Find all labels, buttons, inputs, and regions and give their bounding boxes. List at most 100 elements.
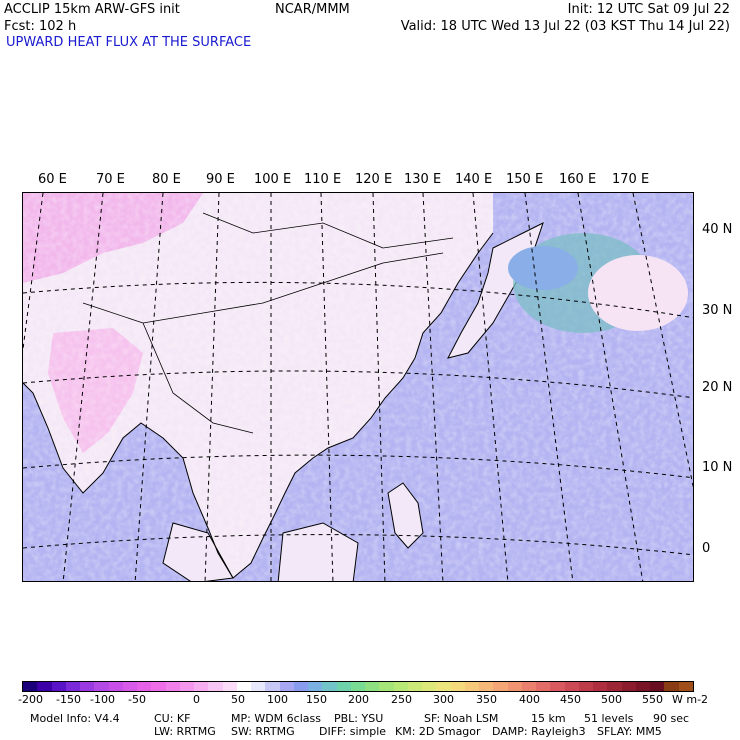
colorbar-tick: -150 [56,693,81,706]
colorbar-cell [450,682,465,691]
model-info-pbl: PBL: YSU [334,712,384,725]
colorbar-cell [122,682,137,691]
colorbar-cell [80,682,95,691]
model-info-levels: 51 levels [584,712,634,725]
colorbar-cell [621,682,636,691]
border-line [142,322,254,434]
colorbar-cell [422,682,437,691]
colorbar-cell [165,682,180,691]
colorbar-cell [194,682,209,691]
colorbar-cell [678,682,693,691]
longitude-line [134,193,164,581]
lon-label: 130 E [404,172,442,187]
colorbar-cell [536,682,551,691]
longitude-line [23,193,44,353]
longitude-line [372,193,386,581]
longitude-line [632,193,693,488]
colorbar-cell [137,682,152,691]
lon-label: 60 E [38,172,67,187]
lat-label: 40 N [702,222,733,237]
colorbar-cell [65,682,80,691]
colorbar-tick: 100 [267,693,288,706]
longitude-line [62,193,104,581]
field-title: UPWARD HEAT FLUX AT THE SURFACE [6,35,252,50]
model-info-sw: SW: RRTMG [231,725,295,738]
lon-label: 120 E [355,172,393,187]
lon-label: 100 E [254,172,292,187]
colorbar-cell [350,682,365,691]
longitude-line [524,193,574,581]
colorbar-cell [37,682,52,691]
colorbar-tick: -100 [90,693,115,706]
model-info-version: Model Info: V4.4 [30,712,120,725]
colorbar-units: W m-2 [672,693,709,706]
colorbar-cell [322,682,337,691]
colorbar-cell [108,682,123,691]
colorbar-tick: 200 [348,693,369,706]
model-info-lw: LW: RRTMG [154,725,216,738]
border-line [202,212,454,249]
lon-label: 80 E [152,172,181,187]
colorbar-cell [265,682,280,691]
model-info-mp: MP: WDM 6class [231,712,321,725]
latitude-line [23,370,693,399]
colorbar-cell [365,682,380,691]
colorbar-cell [436,682,451,691]
colorbar-cell [564,682,579,691]
colorbar-cell [578,682,593,691]
valid-time: Valid: 18 UTC Wed 13 Jul 22 (03 KST Thu … [400,19,730,34]
colorbar-cell [236,682,251,691]
longitude-line [472,193,509,581]
lon-label: 160 E [559,172,597,187]
land-philippines [387,482,424,549]
longitude-line [577,193,644,581]
colorbar-tick: 300 [433,693,454,706]
lon-label: 170 E [612,172,650,187]
coastline [23,232,494,579]
lon-label: 140 E [455,172,493,187]
colorbar-cell [179,682,194,691]
longitude-line [320,193,334,581]
colorbar-cell [393,682,408,691]
colorbar-cell [293,682,308,691]
colorbar-cell [507,682,522,691]
colorbar-cell [94,682,109,691]
colorbar-tick: 250 [391,693,412,706]
colorbar-cell [51,682,66,691]
latitude-line [23,281,693,319]
longitude-line [204,193,220,581]
lon-label: 90 E [206,172,235,187]
model-info-sf: SF: Noah LSM [424,712,499,725]
colorbar-cell [479,682,494,691]
colorbar-tick: 0 [193,693,200,706]
colorbar-tick: 500 [601,693,622,706]
colorbar-cell [607,682,622,691]
land-sumatra [162,522,234,581]
model-info-damp: DAMP: Rayleigh3 [492,725,586,738]
forecast-hour: Fcst: 102 h [4,19,77,34]
flux-mid-pacific [508,246,578,290]
graticule [23,193,693,581]
colorbar-tick: -50 [128,693,146,706]
lon-label: 70 E [96,172,125,187]
model-info-km: KM: 2D Smagor [395,725,481,738]
heat-flux-map [22,192,694,582]
init-time: Init: 12 UTC Sat 09 Jul 22 [567,2,730,17]
model-info-resolution: 15 km [531,712,566,725]
lat-label: 20 N [702,380,733,395]
colorbar-cell [279,682,294,691]
colorbar-cell [208,682,223,691]
latitude-line [23,454,693,479]
colorbar-tick: 150 [306,693,327,706]
colorbar-cell [308,682,323,691]
colorbar-tick: -200 [18,693,43,706]
model-info-diff: DIFF: simple [319,725,387,738]
colorbar-tick: 550 [642,693,663,706]
colorbar-cell [407,682,422,691]
colorbar-cell [379,682,394,691]
colorbar-cell [464,682,479,691]
colorbar-cell [664,682,679,691]
latitude-line [23,534,693,556]
colorbar-cell [550,682,565,691]
model-title: ACCLIP 15km ARW-GFS init [4,2,180,17]
